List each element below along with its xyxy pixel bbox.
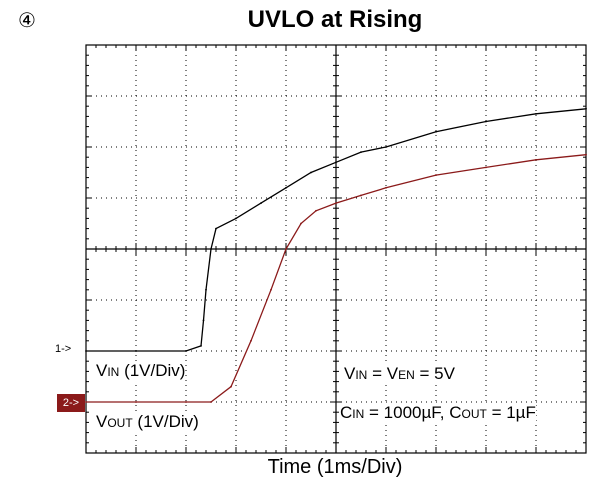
vin-trace-point <box>215 227 217 230</box>
vin-trace-point <box>535 112 537 115</box>
traces <box>85 107 587 403</box>
vout-trace-point <box>535 158 537 161</box>
vout-series-label: VOUT (1V/Div) <box>96 412 199 432</box>
vin-trace-point <box>200 345 202 347</box>
vin-trace-point <box>335 161 337 164</box>
vout-trace-point <box>585 153 587 156</box>
vout-trace-point <box>435 174 437 176</box>
vout-trace-point <box>385 186 387 189</box>
vout-trace-point <box>135 401 137 403</box>
vin-trace-point <box>260 202 262 205</box>
vin-trace-point <box>310 171 312 174</box>
vout-trace-point <box>485 166 487 169</box>
vout-trace-point <box>185 401 187 403</box>
vin-trace-point <box>135 350 137 352</box>
vin-trace-point <box>485 120 487 123</box>
vin-trace-point <box>585 107 587 110</box>
vin-trace-point <box>202 319 205 322</box>
channel-1-marker: 1-> <box>55 343 72 355</box>
vin-trace-point <box>185 350 187 352</box>
vin-trace-point <box>235 217 237 220</box>
x-axis-label: Time (1ms/Div) <box>267 456 403 478</box>
vin-trace-point <box>360 151 362 154</box>
vout-trace-point <box>85 401 87 403</box>
grid <box>85 44 587 454</box>
vout-trace-point <box>360 194 362 197</box>
vout-trace-point <box>210 401 212 403</box>
vout-trace-point <box>335 202 337 205</box>
vin-trace-point <box>285 186 287 189</box>
input-voltage-condition: VIN = VEN = 5V <box>344 364 455 384</box>
vin-trace-point <box>210 248 212 250</box>
channel-2-marker: 2-> <box>57 394 85 412</box>
vout-trace-point <box>285 248 287 250</box>
vin-trace-point <box>385 146 387 148</box>
chart-title: UVLO at Rising <box>247 6 423 33</box>
vin-trace-point <box>85 350 87 352</box>
vout-trace-point <box>300 222 302 225</box>
figure-number-marker: ④ <box>18 8 36 32</box>
vout-trace-point <box>270 288 272 291</box>
vin-series-label: VIN (1V/Div) <box>96 361 186 381</box>
vin-trace-point <box>205 288 207 291</box>
capacitance-condition: CIN = 1000µF, COUT = 1µF <box>340 403 536 423</box>
vin-trace-point <box>435 130 437 133</box>
vout-trace-point <box>250 339 252 342</box>
vout-trace-point <box>230 385 232 388</box>
vout-trace-point <box>315 209 317 212</box>
